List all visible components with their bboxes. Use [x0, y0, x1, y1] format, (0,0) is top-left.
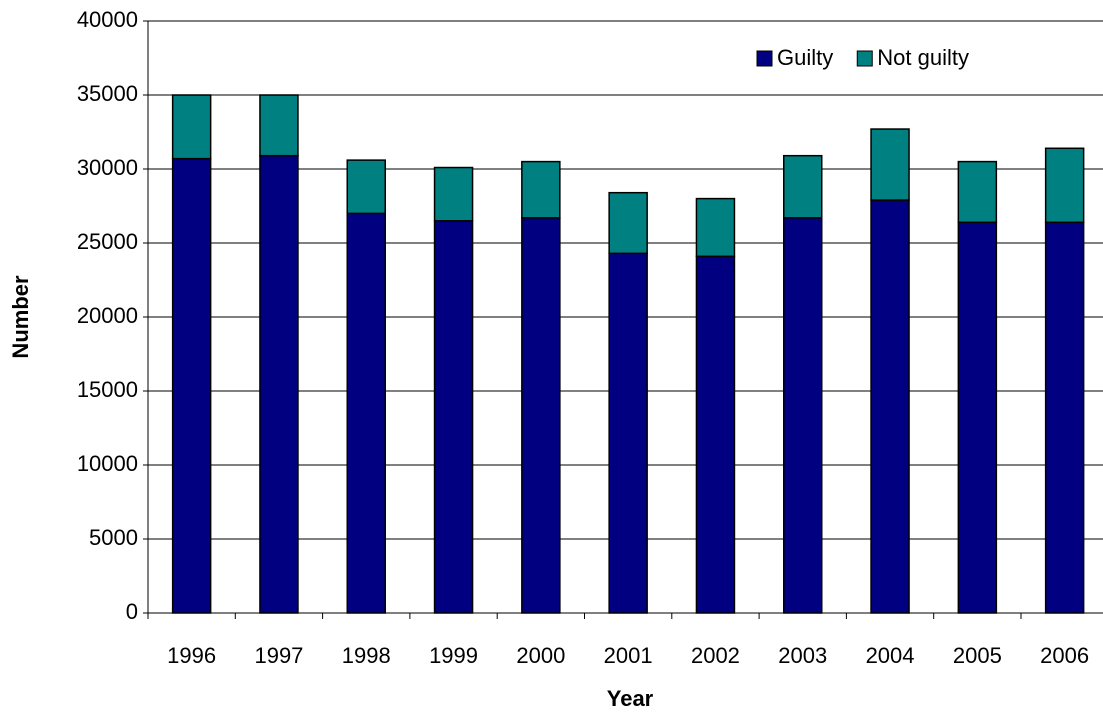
bar-segment: [608, 191, 648, 255]
x-tick-label: 1997: [254, 643, 303, 668]
y-tick-label: 15000: [77, 377, 138, 402]
bar-segment: [870, 128, 910, 201]
bar-segment: [1044, 147, 1085, 224]
bar-segment: [783, 217, 823, 614]
legend-label: Guilty: [777, 45, 833, 70]
bar-segment: [346, 159, 386, 215]
bar-segment: [695, 255, 736, 614]
bar-segment: [608, 252, 648, 614]
x-tick-label: 2003: [778, 643, 827, 668]
y-tick-label: 0: [126, 599, 138, 624]
bar-segment: [433, 220, 474, 614]
bar-segment: [870, 199, 910, 614]
bar-segment: [521, 160, 561, 219]
x-tick-label: 2002: [691, 643, 740, 668]
bar-segment: [783, 154, 823, 219]
bar-segment: [346, 212, 386, 614]
y-tick-label: 30000: [77, 155, 138, 180]
x-tick-label: 2005: [953, 643, 1002, 668]
bar-segment: [1044, 221, 1085, 614]
bar-segment: [171, 157, 212, 614]
x-tick-label: 2004: [866, 643, 915, 668]
x-axis-title: Year: [607, 686, 654, 711]
y-tick-label: 25000: [77, 229, 138, 254]
bar-segment: [957, 160, 998, 224]
y-tick-label: 20000: [77, 303, 138, 328]
legend-swatch: [856, 50, 873, 67]
y-tick-label: 40000: [77, 7, 138, 32]
x-tick-label: 2001: [604, 643, 653, 668]
legend-label: Not guilty: [877, 45, 969, 70]
bar-segment: [695, 197, 736, 258]
bar-segment: [171, 94, 212, 160]
x-tick-label: 2000: [516, 643, 565, 668]
y-tick-label: 35000: [77, 81, 138, 106]
x-tick-label: 2006: [1040, 643, 1089, 668]
bar-segment: [957, 221, 998, 614]
x-tick-label: 1996: [167, 643, 216, 668]
bar-segment: [521, 217, 561, 614]
bar-segment: [433, 166, 474, 222]
bar-segment: [259, 154, 299, 614]
x-tick-label: 1999: [429, 643, 478, 668]
bar-segment: [259, 94, 299, 157]
x-tick-label: 1998: [342, 643, 391, 668]
y-axis-title: Number: [8, 275, 33, 359]
legend-swatch: [756, 50, 773, 67]
y-tick-label: 5000: [89, 525, 138, 550]
y-tick-label: 10000: [77, 451, 138, 476]
